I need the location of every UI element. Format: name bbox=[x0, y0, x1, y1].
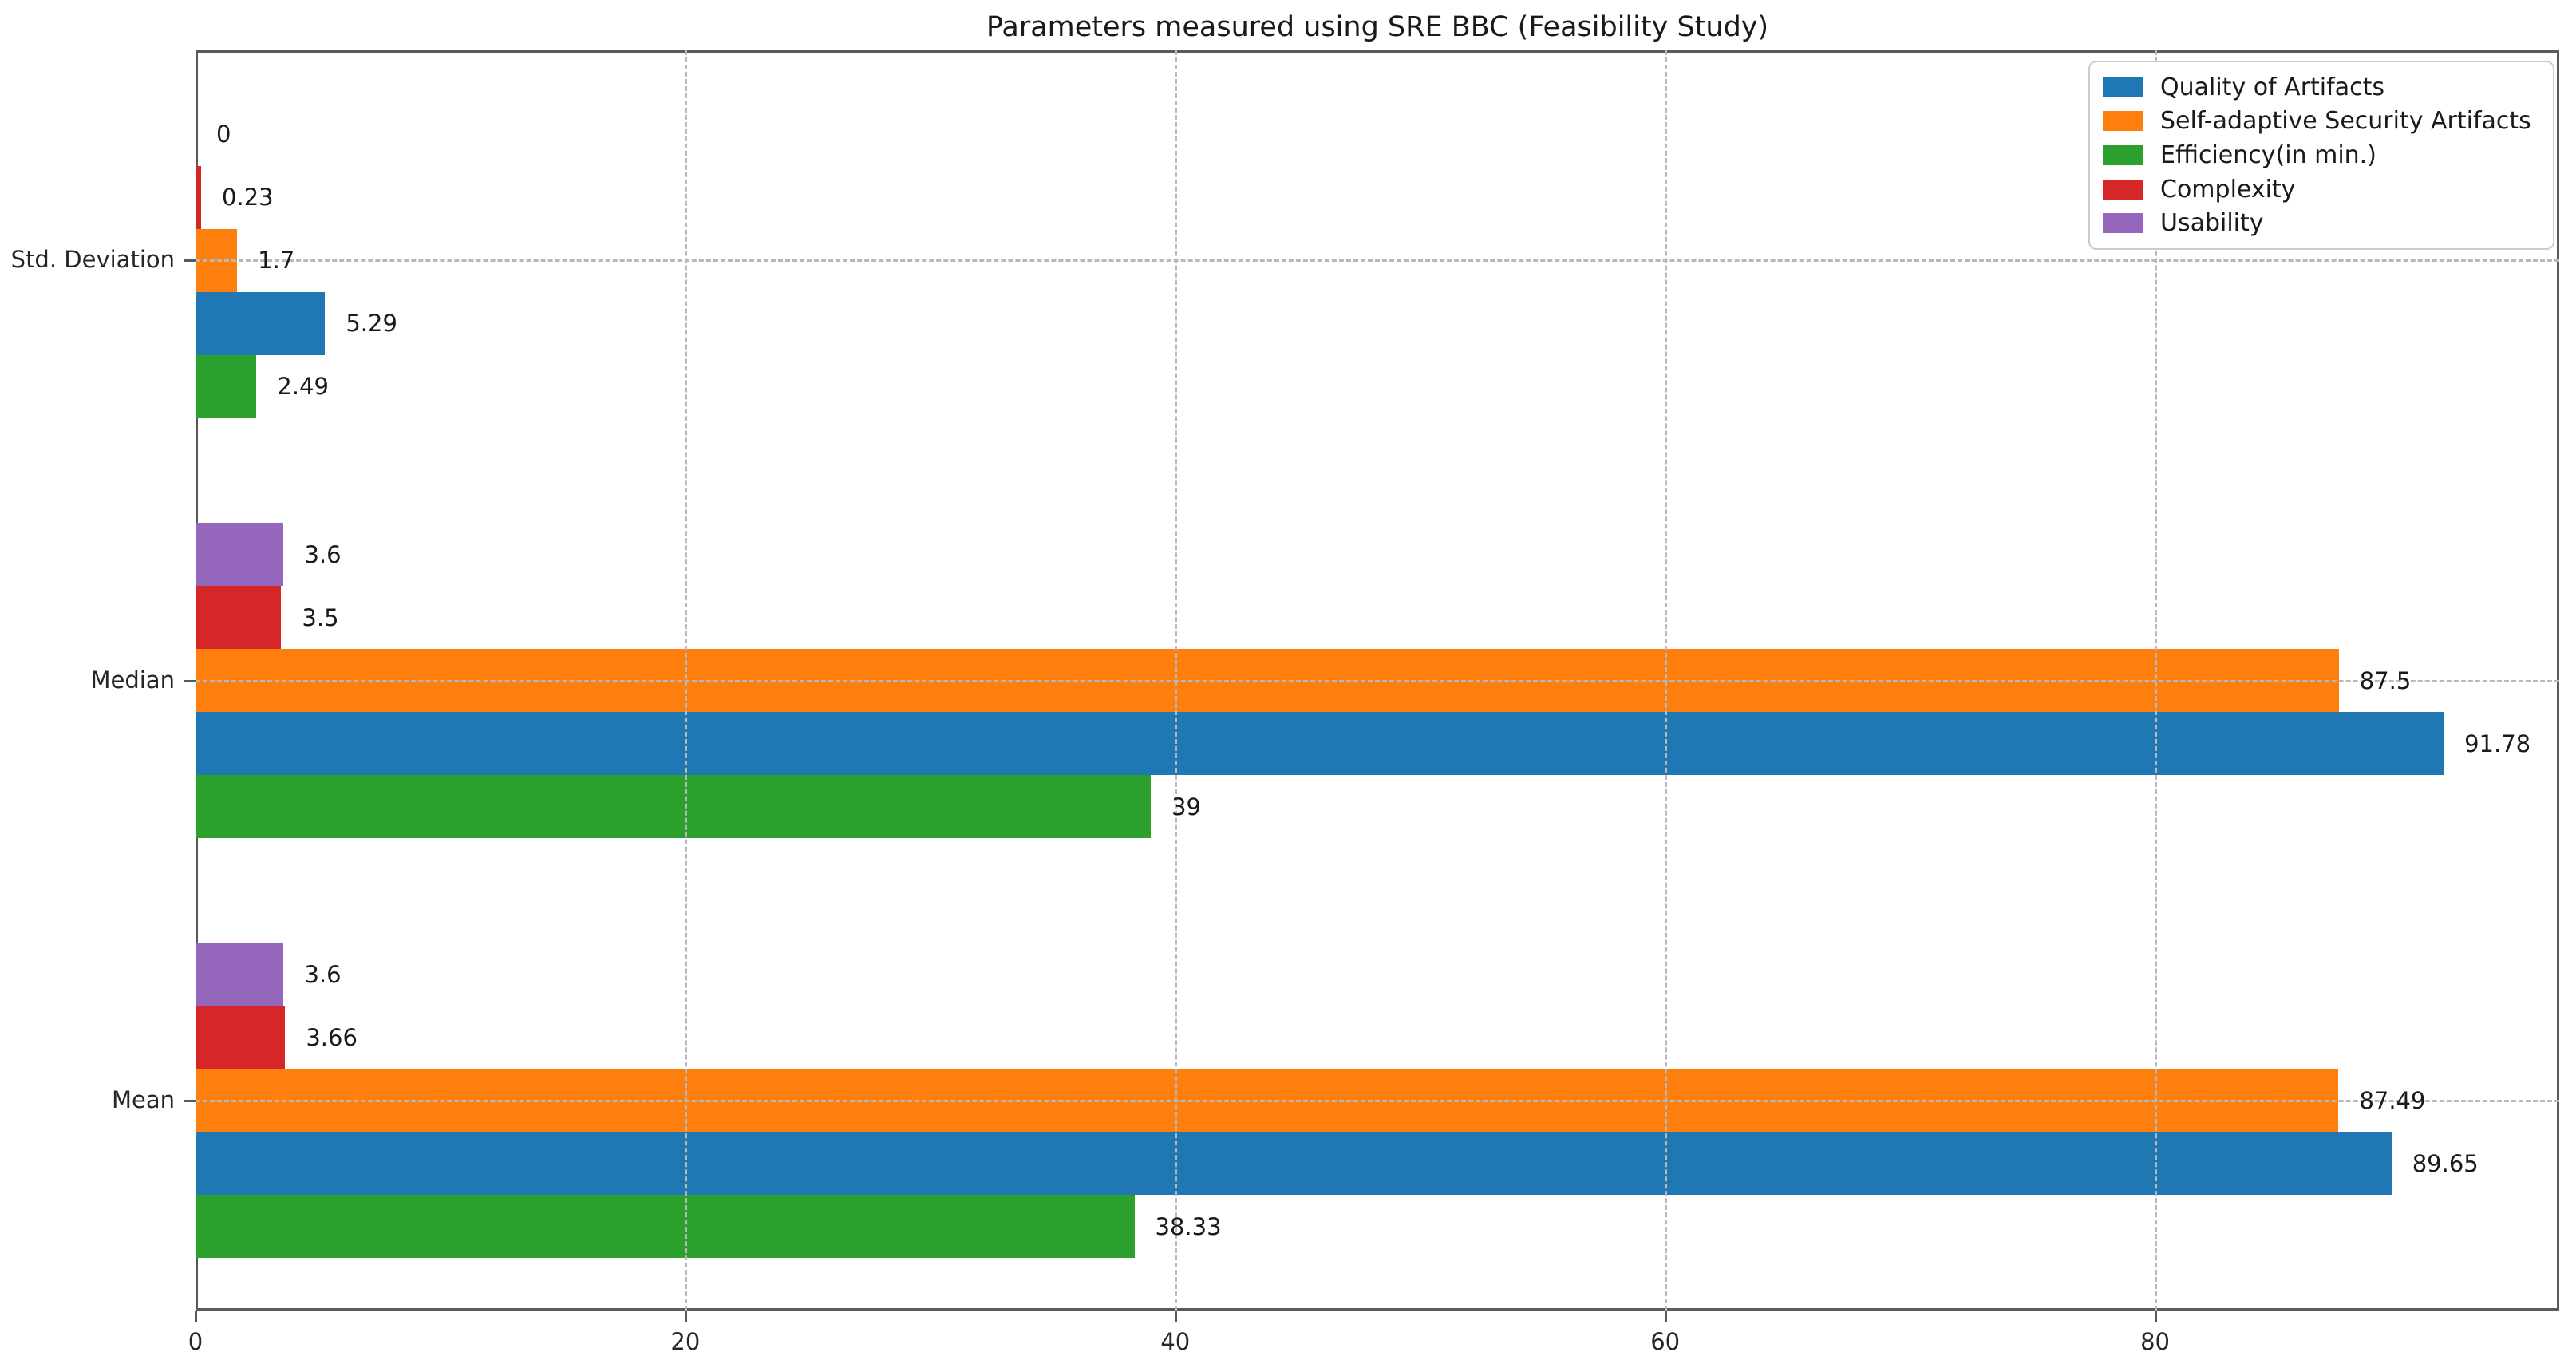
x-tick-20 bbox=[684, 1311, 687, 1322]
bar-value-label-self-adaptive-security-artifacts-std-deviation: 1.7 bbox=[258, 247, 295, 275]
bar-value-label-efficiency-in-min-mean: 38.33 bbox=[1155, 1212, 1222, 1240]
x-tick-40 bbox=[1174, 1311, 1177, 1322]
legend-label-efficiency-in-min: Efficiency(in min.) bbox=[2160, 140, 2376, 169]
bar-value-label-self-adaptive-security-artifacts-mean: 87.49 bbox=[2359, 1086, 2426, 1114]
bar-quality-of-artifacts-mean bbox=[196, 1132, 2392, 1196]
legend-swatch-usability bbox=[2103, 213, 2143, 234]
bar-value-label-self-adaptive-security-artifacts-median: 87.5 bbox=[2359, 666, 2412, 694]
legend-item-self-adaptive-security-artifacts: Self-adaptive Security Artifacts bbox=[2103, 107, 2540, 135]
y-tick-label-median: Median bbox=[90, 666, 175, 694]
x-tick-label-40: 40 bbox=[1160, 1328, 1191, 1355]
legend-label-usability: Usability bbox=[2160, 209, 2264, 238]
y-tick-mean bbox=[184, 1099, 196, 1102]
x-tick-label-20: 20 bbox=[670, 1328, 701, 1355]
bar-complexity-std-deviation bbox=[196, 165, 202, 229]
x-tick-label-0: 0 bbox=[188, 1328, 203, 1355]
legend-item-efficiency-in-min: Efficiency(in min.) bbox=[2103, 141, 2540, 169]
x-tick-label-80: 80 bbox=[2140, 1328, 2170, 1355]
legend-swatch-quality-of-artifacts bbox=[2103, 77, 2143, 97]
bar-value-label-efficiency-in-min-median: 39 bbox=[1171, 793, 1201, 820]
bar-value-label-efficiency-in-min-std-deviation: 2.49 bbox=[277, 373, 329, 401]
y-tick-std-deviation bbox=[184, 259, 196, 263]
legend-swatch-efficiency-in-min bbox=[2103, 144, 2143, 165]
bar-value-label-complexity-median: 3.5 bbox=[302, 603, 339, 631]
bar-quality-of-artifacts-std-deviation bbox=[196, 291, 326, 355]
legend-label-self-adaptive-security-artifacts: Self-adaptive Security Artifacts bbox=[2160, 107, 2531, 136]
gridline-y-median bbox=[196, 679, 2559, 682]
bar-usability-median bbox=[196, 523, 284, 586]
bar-value-label-usability-median: 3.6 bbox=[304, 540, 342, 568]
bar-value-label-complexity-std-deviation: 0.23 bbox=[222, 184, 274, 212]
bar-value-label-quality-of-artifacts-mean: 89.65 bbox=[2412, 1149, 2479, 1177]
bar-efficiency-in-min-mean bbox=[196, 1195, 1135, 1259]
bar-complexity-mean bbox=[196, 1006, 286, 1069]
bar-complexity-median bbox=[196, 586, 282, 649]
y-tick-label-std-deviation: Std. Deviation bbox=[10, 246, 175, 274]
legend-item-complexity: Complexity bbox=[2103, 176, 2540, 204]
legend-swatch-self-adaptive-security-artifacts bbox=[2103, 111, 2143, 132]
bar-value-label-quality-of-artifacts-median: 91.78 bbox=[2464, 729, 2531, 757]
x-tick-0 bbox=[195, 1311, 197, 1322]
bar-efficiency-in-min-median bbox=[196, 775, 1152, 838]
x-tick-80 bbox=[2154, 1311, 2157, 1322]
legend-swatch-complexity bbox=[2103, 179, 2143, 200]
bar-value-label-quality-of-artifacts-std-deviation: 5.29 bbox=[346, 310, 397, 338]
gridline-y-std-deviation bbox=[196, 259, 2559, 263]
bar-usability-mean bbox=[196, 943, 284, 1006]
bar-efficiency-in-min-std-deviation bbox=[196, 354, 257, 418]
x-tick-60 bbox=[1664, 1311, 1667, 1322]
bar-value-label-complexity-mean: 3.66 bbox=[306, 1023, 358, 1051]
legend-label-quality-of-artifacts: Quality of Artifacts bbox=[2160, 73, 2384, 101]
x-tick-label-60: 60 bbox=[1650, 1328, 1681, 1355]
bar-value-label-usability-mean: 3.6 bbox=[304, 960, 342, 988]
chart-title: Parameters measured using SRE BBC (Feasi… bbox=[986, 11, 1769, 43]
y-tick-median bbox=[184, 679, 196, 682]
legend-item-usability: Usability bbox=[2103, 209, 2540, 237]
y-tick-label-mean: Mean bbox=[111, 1085, 175, 1113]
gridline-y-mean bbox=[196, 1099, 2559, 1102]
legend-label-complexity: Complexity bbox=[2160, 175, 2296, 204]
legend-item-quality-of-artifacts: Quality of Artifacts bbox=[2103, 73, 2540, 101]
bar-quality-of-artifacts-median bbox=[196, 712, 2444, 775]
legend: Quality of Artifacts Self-adaptive Securi… bbox=[2088, 61, 2554, 250]
bar-value-label-usability-std-deviation: 0 bbox=[216, 121, 231, 148]
